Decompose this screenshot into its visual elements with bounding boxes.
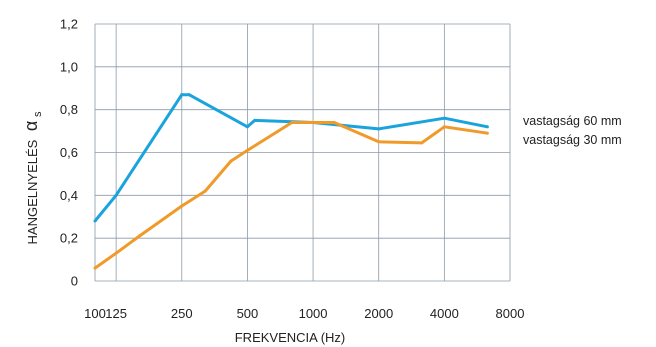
x-tick-label: 100 bbox=[84, 306, 106, 321]
data-point bbox=[485, 131, 489, 135]
y-tick-label: 1,0 bbox=[60, 59, 78, 74]
data-point bbox=[442, 125, 446, 129]
data-point bbox=[377, 127, 381, 131]
data-point bbox=[485, 125, 489, 129]
data-point bbox=[114, 193, 118, 197]
data-point bbox=[93, 266, 97, 270]
y-tick-label: 1,2 bbox=[60, 17, 78, 32]
data-point bbox=[138, 234, 142, 238]
legend: vastagság 60 mm vastagság 30 mm bbox=[523, 114, 622, 147]
data-point bbox=[114, 251, 118, 255]
series-lines bbox=[93, 93, 489, 270]
data-point bbox=[93, 219, 97, 223]
data-point bbox=[180, 93, 184, 97]
x-tick-label: 500 bbox=[237, 306, 259, 321]
data-point bbox=[187, 93, 191, 97]
legend-label-1: vastagság 60 mm bbox=[523, 114, 622, 128]
y-axis-title: HANGELNYELÉS α s bbox=[21, 111, 44, 244]
data-point bbox=[442, 116, 446, 120]
y-tick-label: 0,2 bbox=[60, 231, 78, 246]
series-line-1 bbox=[93, 93, 488, 222]
x-tick-label: 1000 bbox=[299, 306, 328, 321]
data-point bbox=[245, 125, 249, 129]
x-axis-title: FREKVENCIA (Hz) bbox=[235, 330, 346, 345]
y-tick-label: 0 bbox=[71, 274, 78, 289]
data-point bbox=[332, 121, 336, 125]
data-point bbox=[420, 141, 424, 145]
y-axis-subscript: s bbox=[32, 111, 44, 117]
y-axis-label: HANGELNYELÉS bbox=[25, 139, 40, 244]
y-tick-label: 0,6 bbox=[60, 145, 78, 160]
tick-labels: 0 0,2 0,4 0,6 0,8 1,0 1,2 100 125 250 500 1000 2000 4… bbox=[60, 17, 525, 322]
y-tick-label: 0,4 bbox=[60, 188, 78, 203]
x-tick-label: 2000 bbox=[364, 306, 393, 321]
data-point bbox=[229, 159, 233, 163]
x-tick-label: 125 bbox=[105, 306, 127, 321]
x-tick-label: 4000 bbox=[430, 306, 459, 321]
data-point bbox=[290, 121, 294, 125]
data-point bbox=[180, 204, 184, 208]
legend-label-2: vastagság 30 mm bbox=[523, 133, 622, 147]
x-tick-label: 250 bbox=[171, 306, 193, 321]
data-point bbox=[253, 118, 257, 122]
data-point bbox=[377, 140, 381, 144]
y-axis-symbol: α bbox=[21, 121, 41, 131]
y-tick-label: 0,8 bbox=[60, 102, 78, 117]
data-point bbox=[245, 148, 249, 152]
data-point bbox=[203, 189, 207, 193]
grid bbox=[94, 23, 511, 282]
x-tick-label: 8000 bbox=[496, 306, 525, 321]
